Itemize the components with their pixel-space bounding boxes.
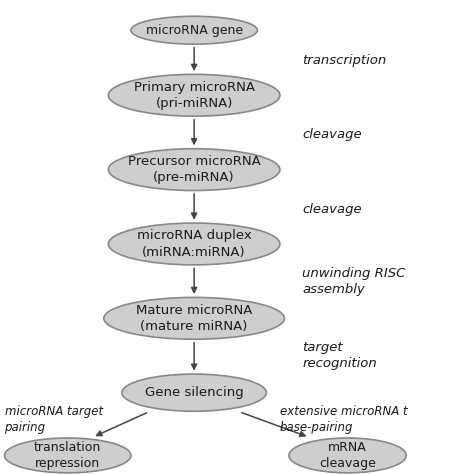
Text: cleavage: cleavage <box>302 202 362 216</box>
Text: microRNA duplex
(miRNA:miRNA): microRNA duplex (miRNA:miRNA) <box>137 229 252 259</box>
Ellipse shape <box>109 74 280 116</box>
Text: unwinding RISC
assembly: unwinding RISC assembly <box>302 267 406 296</box>
Text: microRNA target
pairing: microRNA target pairing <box>5 405 103 434</box>
Ellipse shape <box>122 374 266 411</box>
Text: Precursor microRNA
(pre-miRNA): Precursor microRNA (pre-miRNA) <box>128 155 261 184</box>
Text: translation
repression: translation repression <box>34 441 101 470</box>
Text: Primary microRNA
(pri-miRNA): Primary microRNA (pri-miRNA) <box>134 81 255 110</box>
Ellipse shape <box>109 149 280 191</box>
Text: extensive microRNA t
base-pairing: extensive microRNA t base-pairing <box>280 405 408 434</box>
Ellipse shape <box>5 438 131 473</box>
Text: Gene silencing: Gene silencing <box>145 386 244 399</box>
Text: mRNA
cleavage: mRNA cleavage <box>319 441 376 470</box>
Ellipse shape <box>131 16 257 44</box>
Text: transcription: transcription <box>302 54 387 67</box>
Ellipse shape <box>104 297 284 339</box>
Text: cleavage: cleavage <box>302 128 362 141</box>
Text: target
recognition: target recognition <box>302 341 377 370</box>
Text: Mature microRNA
(mature miRNA): Mature microRNA (mature miRNA) <box>136 303 252 333</box>
Ellipse shape <box>109 223 280 265</box>
Ellipse shape <box>289 438 406 473</box>
Text: microRNA gene: microRNA gene <box>146 24 243 36</box>
